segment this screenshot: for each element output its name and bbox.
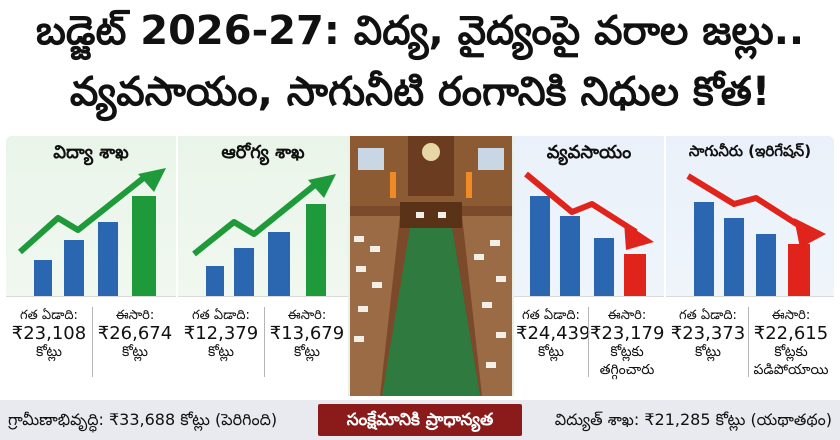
trend-up-arrow-icon: [17, 168, 166, 255]
panel-agriculture: వ్యవసాయం గత ఏడాది: ₹24,439 కోట్లు ఈసారి:…: [514, 136, 664, 396]
current-label: ఈసారి:: [771, 308, 811, 323]
previous-label: గత ఏడాది:: [20, 308, 78, 323]
bar-1: [530, 196, 550, 296]
growth-chart: [192, 174, 336, 296]
current-year: ఈసారి: ₹23,179 కోట్లకు తగ్గించారు: [590, 307, 664, 379]
footer-rural-development: గ్రామీణాభివృద్ధి: ₹33,688 కోట్లు (పెరిగి…: [8, 410, 278, 429]
bar-3: [98, 222, 118, 296]
previous-value: ₹23,108: [11, 323, 87, 344]
stats-box: గత ఏడాది: ₹12,379 కోట్లు ఈసారి: ₹13,679 …: [178, 296, 348, 396]
previous-year: గత ఏడాది: ₹12,379 కోట్లు: [182, 307, 260, 361]
previous-unit: కోట్లు: [35, 344, 63, 360]
bar-1: [206, 266, 224, 296]
previous-label: గత ఏడాది:: [192, 308, 250, 323]
trend-up-arrow-icon: [192, 174, 336, 257]
current-value: ₹26,674: [97, 323, 173, 344]
current-value: ₹13,679: [269, 323, 345, 344]
current-unit: కోట్లు: [121, 344, 149, 360]
trend-down-arrow-icon: [686, 173, 826, 248]
stats-divider: [264, 307, 265, 377]
stats-divider: [92, 307, 93, 377]
current-year: ఈసారి: ₹22,615 కోట్లకు పడిపోయాయి: [750, 307, 832, 379]
previous-year: గత ఏడాది: ₹23,108 కోట్లు: [10, 307, 88, 361]
current-value: ₹23,179: [590, 323, 665, 344]
bar-4: [788, 244, 810, 296]
trend-down-arrow-icon: [524, 171, 654, 250]
current-year: ఈసారి: ₹26,674 కోట్లు: [96, 307, 174, 361]
bar-2: [560, 216, 580, 296]
previous-value: ₹12,379: [183, 323, 259, 344]
bar-2: [724, 218, 744, 296]
current-note: తగ్గించారు: [599, 362, 655, 378]
footer-bar: గ్రామీణాభివృద్ధి: ₹33,688 కోట్లు (పెరిగి…: [0, 400, 840, 440]
stats-divider: [588, 307, 589, 377]
stats-box: గత ఏడాది: ₹24,439 కోట్లు ఈసారి: ₹23,179 …: [514, 296, 664, 396]
current-label: ఈసారి:: [287, 308, 327, 323]
previous-year: గత ఏడాది: ₹24,439 కోట్లు: [516, 307, 591, 361]
footer-welcome-badge: సంక్షేమానికి ప్రాధాన్యత: [318, 404, 522, 436]
current-unit: కోట్లకు: [774, 344, 808, 360]
previous-year: గత ఏడాది: ₹23,373 కోట్లు: [670, 307, 746, 361]
previous-value: ₹24,439: [516, 323, 591, 344]
stats-divider: [748, 307, 749, 377]
footer-power-department: విద్యుత్ శాఖ: ₹21,285 కోట్లు (యథాతథం): [554, 410, 832, 429]
current-value: ₹22,615: [753, 323, 829, 344]
panel-title: సాగునీరు (ఇరిగేషన్): [688, 142, 812, 160]
bar-3: [268, 232, 290, 296]
panel-divider: [176, 136, 178, 396]
current-year: ఈసారి: ₹13,679 కోట్లు: [268, 307, 346, 361]
current-note: పడిపోయాయి: [753, 362, 829, 378]
headline-line-2: వ్యవసాయం, సాగునీటి రంగానికి నిధుల కోత!: [69, 69, 771, 115]
previous-label: గత ఏడాది:: [679, 308, 737, 323]
decline-chart: [686, 173, 826, 296]
panel-education: విద్యా శాఖ గత ఏడాది: ₹23,108 కోట్లు ఈసార…: [6, 136, 176, 396]
bar-1: [694, 202, 714, 296]
bar-4: [624, 254, 646, 296]
panel-title: విద్యా శాఖ: [53, 142, 129, 163]
stats-box: గత ఏడాది: ₹23,108 కోట్లు ఈసారి: ₹26,674 …: [6, 296, 176, 396]
current-unit: కోట్లకు: [610, 344, 644, 360]
panel-divider: [664, 136, 666, 396]
bar-4: [132, 196, 156, 296]
previous-unit: కోట్లు: [694, 344, 722, 360]
decline-chart: [524, 171, 654, 296]
bar-1: [34, 260, 52, 296]
previous-label: గత ఏడాది:: [522, 308, 580, 323]
previous-value: ₹23,373: [670, 323, 746, 344]
growth-chart: [17, 168, 166, 296]
panel-irrigation: సాగునీరు (ఇరిగేషన్) గత ఏడాది: ₹23,373 కో…: [666, 136, 834, 396]
panel-health: ఆరోగ్య శాఖ గత ఏడాది: ₹12,379 కోట్లు ఈసార…: [178, 136, 348, 396]
previous-unit: కోట్లు: [537, 344, 565, 360]
panel-title: ఆరోగ్య శాఖ: [221, 142, 305, 163]
infographic-banner: విద్యా శాఖ గత ఏడాది: ₹23,108 కోట్లు ఈసార…: [6, 136, 834, 396]
bar-3: [594, 238, 614, 296]
current-label: ఈసారి:: [115, 308, 155, 323]
assembly-hall-photo: [350, 136, 512, 396]
stats-box: గత ఏడాది: ₹23,373 కోట్లు ఈసారి: ₹22,615 …: [666, 296, 834, 396]
bar-3: [756, 234, 776, 296]
bar-2: [64, 240, 84, 296]
bar-4: [306, 204, 326, 296]
current-unit: కోట్లు: [293, 344, 321, 360]
bar-2: [234, 248, 254, 296]
headline-line-1: బడ్జెట్ 2026-27: విద్య, వైద్యంపై వరాల జల…: [35, 8, 805, 54]
current-label: ఈసారి:: [607, 308, 647, 323]
panel-title: వ్యవసాయం: [546, 142, 632, 163]
previous-unit: కోట్లు: [207, 344, 235, 360]
